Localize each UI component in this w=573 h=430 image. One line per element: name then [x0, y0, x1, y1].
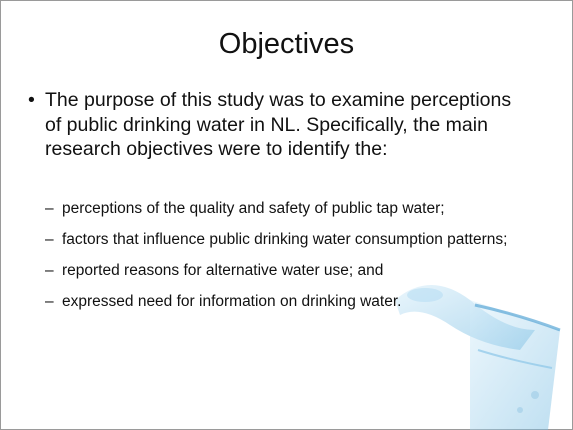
sub-bullet-text: perceptions of the quality and safety of… — [62, 198, 512, 219]
sub-bullet-marker: – — [45, 291, 62, 312]
sub-bullet-marker: – — [45, 229, 62, 250]
bullet: • The purpose of this study was to exami… — [28, 88, 528, 162]
sub-bullet: –reported reasons for alternative water … — [45, 260, 525, 281]
page: Objectives • The purpose of this study w… — [0, 0, 573, 430]
sub-bullet-text: factors that influence public drinking w… — [62, 229, 512, 250]
sub-bullet: –perceptions of the quality and safety o… — [45, 198, 525, 219]
sub-bullet-list: –perceptions of the quality and safety o… — [45, 198, 525, 322]
sub-bullet-text: reported reasons for alternative water u… — [62, 260, 512, 281]
bullet-marker: • — [28, 88, 45, 162]
sub-bullet-marker: – — [45, 198, 62, 219]
sub-bullet-marker: – — [45, 260, 62, 281]
sub-bullet-text: expressed need for information on drinki… — [62, 291, 512, 312]
bullet-text: The purpose of this study was to examine… — [45, 88, 515, 162]
slide-title: Objectives — [0, 28, 573, 61]
sub-bullet: –factors that influence public drinking … — [45, 229, 525, 250]
sub-bullet: –expressed need for information on drink… — [45, 291, 525, 312]
